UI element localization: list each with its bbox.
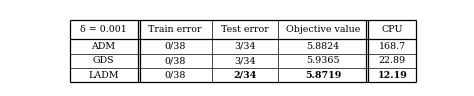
Text: CPU: CPU [382, 25, 403, 34]
Text: 12.19: 12.19 [377, 71, 407, 80]
Text: 5.9365: 5.9365 [306, 56, 340, 65]
Text: LADM: LADM [88, 71, 119, 80]
Text: Objective value: Objective value [286, 25, 360, 34]
Text: 168.7: 168.7 [379, 42, 406, 51]
Text: 22.89: 22.89 [379, 56, 406, 65]
Text: ADM: ADM [91, 42, 116, 51]
Text: Train error: Train error [148, 25, 201, 34]
Text: 2/34: 2/34 [233, 71, 256, 80]
Text: 5.8719: 5.8719 [305, 71, 341, 80]
Text: Test error: Test error [221, 25, 269, 34]
Text: 5.8824: 5.8824 [307, 42, 340, 51]
Text: 0/38: 0/38 [164, 42, 185, 51]
Text: GDS: GDS [93, 56, 114, 65]
Text: 0/38: 0/38 [164, 71, 185, 80]
Text: 0/38: 0/38 [164, 56, 185, 65]
Text: 3/34: 3/34 [234, 56, 255, 65]
Text: δ = 0.001: δ = 0.001 [80, 25, 127, 34]
Text: 3/34: 3/34 [234, 42, 255, 51]
